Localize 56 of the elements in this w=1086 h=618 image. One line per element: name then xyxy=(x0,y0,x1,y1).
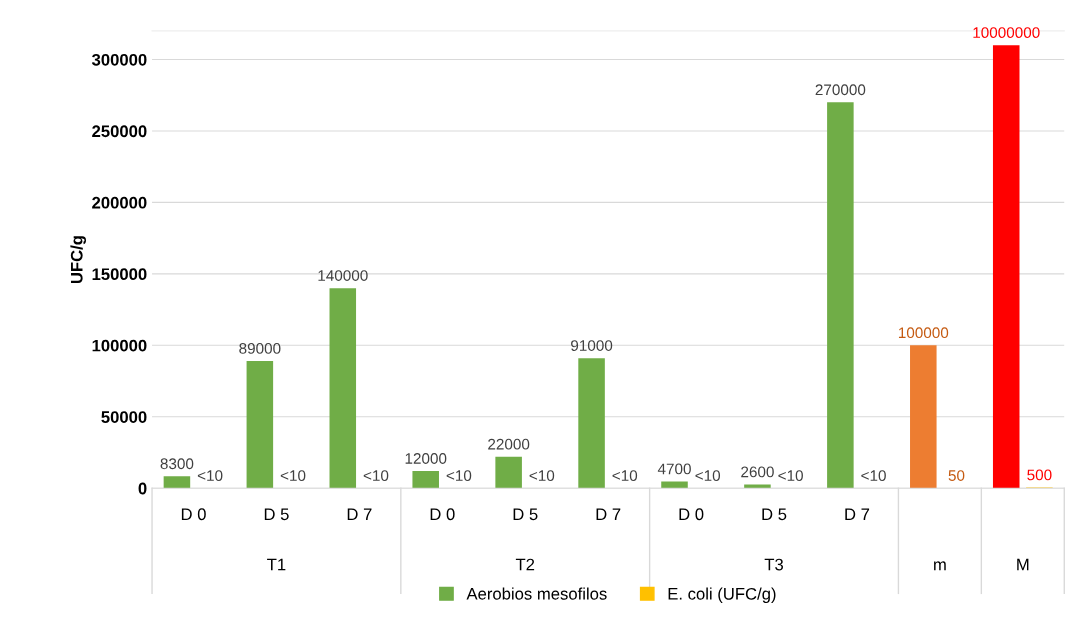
bar xyxy=(827,102,854,489)
data-label: 2600 xyxy=(741,466,774,478)
y-tick-label: 100000 xyxy=(92,339,147,352)
bar xyxy=(246,361,274,489)
y-tick-label: 150000 xyxy=(92,268,147,281)
data-label: 91000 xyxy=(571,340,613,351)
data-label: <10 xyxy=(529,470,555,482)
data-label: <10 xyxy=(861,470,886,482)
x-tick-label: D 5 xyxy=(762,508,787,521)
legend-label: Aerobios mesofilos xyxy=(466,587,607,600)
data-label: <10 xyxy=(197,470,223,482)
data-label: 12000 xyxy=(405,453,447,464)
data-label: <10 xyxy=(363,470,389,482)
data-label: 140000 xyxy=(318,270,368,281)
y-tick-label: 200000 xyxy=(92,196,147,209)
bar xyxy=(329,288,357,489)
text: M xyxy=(1017,558,1029,571)
x-tick-label: D 0 xyxy=(430,508,455,521)
annotation: 10000000 xyxy=(973,27,1040,38)
bar xyxy=(412,471,439,489)
bar xyxy=(992,45,1020,489)
x-tick-label: D 0 xyxy=(679,508,704,521)
y-tick-label: 250000 xyxy=(92,125,147,138)
data-label: 50 xyxy=(948,470,965,481)
x-tick-label: D 7 xyxy=(596,508,621,520)
bar xyxy=(910,345,937,489)
data-label: 8300 xyxy=(160,458,194,470)
data-label: <10 xyxy=(280,470,306,482)
bar xyxy=(661,481,688,489)
data-label: 500 xyxy=(1027,469,1052,481)
bar xyxy=(495,456,522,489)
text: T2 xyxy=(515,558,535,571)
text: T1 xyxy=(267,558,286,571)
bar xyxy=(163,476,191,489)
y-tick-label: 0 xyxy=(138,482,147,495)
data-label: <10 xyxy=(695,470,721,482)
text: T3 xyxy=(764,558,784,571)
data-label: 100000 xyxy=(898,327,949,339)
data-label: <10 xyxy=(778,470,803,482)
text: m xyxy=(934,561,946,571)
y-tick-label: 50000 xyxy=(101,411,147,423)
y-axis-title: UFC/g xyxy=(70,236,87,284)
legend-label: E. coli (UFC/g) xyxy=(668,587,776,603)
data-label: 4700 xyxy=(657,463,691,475)
data-label: 270000 xyxy=(815,84,866,96)
data-label: <10 xyxy=(446,470,472,482)
data-label: <10 xyxy=(612,470,638,482)
data-label: 22000 xyxy=(488,438,530,450)
x-tick-label: D 0 xyxy=(181,508,206,521)
x-tick-label: D 7 xyxy=(845,508,870,520)
data-label: 89000 xyxy=(239,343,281,354)
y-tick-label: 300000 xyxy=(91,53,147,66)
x-tick-label: D 7 xyxy=(347,508,372,520)
x-tick-label: D 5 xyxy=(264,508,289,521)
x-tick-label: D 5 xyxy=(513,508,538,521)
bar xyxy=(578,358,605,489)
